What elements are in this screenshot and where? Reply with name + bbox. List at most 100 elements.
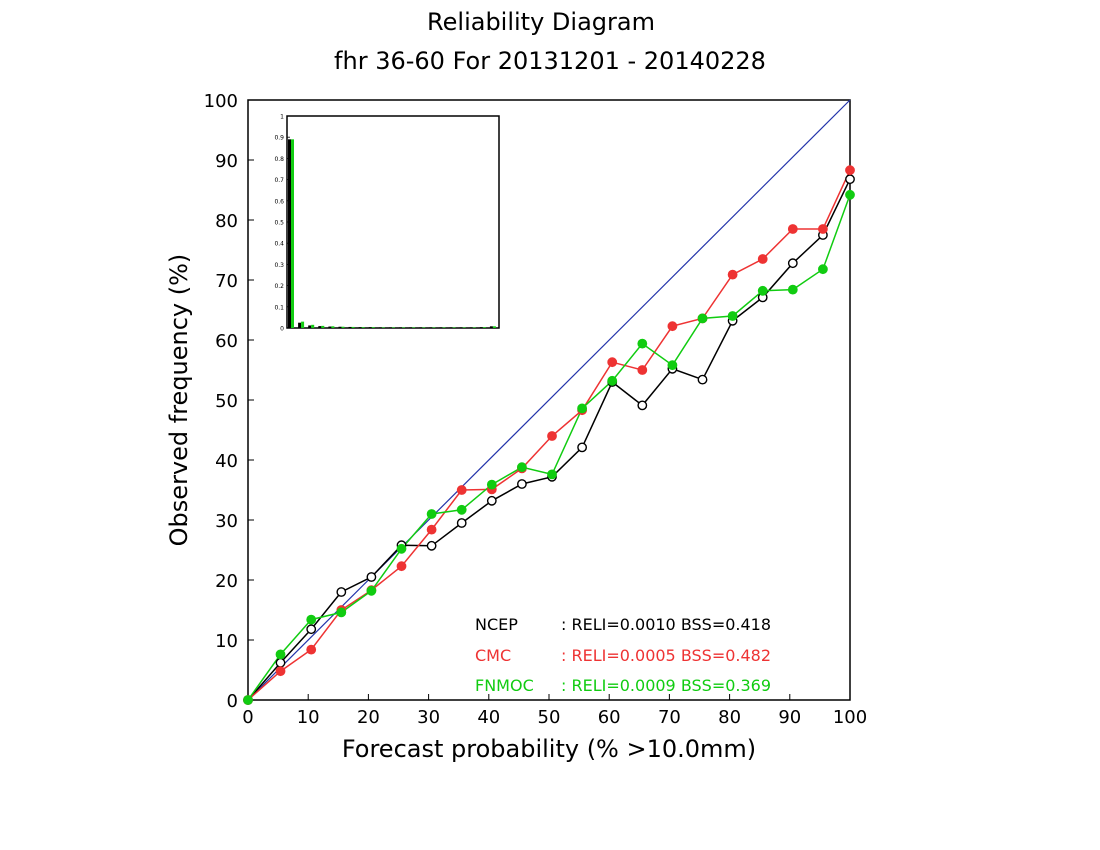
data-point-fnmoc	[787, 284, 798, 295]
data-point-fnmoc	[306, 614, 317, 625]
data-point-cmc	[757, 254, 768, 264]
inset-tick-label: 0.3	[274, 262, 284, 269]
x-axis-label: Forecast probability (% >10.0mm)	[342, 735, 756, 763]
inset-tick-label: 0	[280, 326, 284, 333]
data-point-fnmoc	[697, 313, 708, 324]
x-tick-label: 100	[833, 707, 867, 728]
data-point-fnmoc	[366, 585, 377, 596]
data-point-fnmoc	[275, 649, 286, 660]
y-tick-label: 100	[204, 91, 238, 112]
data-point-ncep	[577, 442, 588, 453]
legend: NCEP: RELI=0.0010 BSS=0.418 CMC: RELI=0.0…	[475, 615, 771, 695]
inset-tick-label: 0.9	[274, 135, 284, 142]
inset-tick-label: 0.6	[274, 198, 284, 205]
data-point-ncep	[486, 495, 497, 506]
y-tick-label: 0	[227, 691, 238, 712]
inset-bar-black	[459, 327, 463, 328]
data-point-fnmoc	[486, 479, 497, 490]
data-point-cmc	[306, 644, 317, 655]
data-point-fnmoc	[517, 462, 527, 473]
data-point-ncep	[275, 657, 286, 668]
data-point-ncep	[306, 624, 317, 635]
inset-tick-label: 0.1	[274, 304, 284, 311]
data-point-ncep	[787, 258, 798, 269]
data-point-fnmoc	[757, 285, 768, 296]
inset-bar-green	[492, 326, 496, 328]
data-point-fnmoc	[667, 360, 678, 371]
data-point-ncep	[456, 518, 467, 528]
data-point-fnmoc	[336, 607, 347, 618]
inset-bar-green	[291, 139, 294, 328]
data-point-cmc	[607, 357, 618, 368]
data-point-cmc	[818, 224, 828, 234]
data-point-fnmoc	[577, 403, 588, 414]
data-point-fnmoc	[727, 311, 738, 321]
y-tick-labels: 0 10 20 30 40 50 60 70 80 90 100	[204, 91, 254, 712]
inset-y-tick-labels: 0 0.1 0.2 0.3 0.4 0.5 0.6 0.7 0.8 0.9 1	[274, 114, 290, 333]
x-tick-label: 50	[538, 707, 561, 728]
inset-tick-label: 0.2	[274, 283, 284, 290]
data-point-fnmoc	[818, 264, 828, 275]
inset-bar-green	[462, 327, 466, 328]
data-point-cmc	[456, 485, 467, 495]
inset-bar-black	[358, 327, 362, 328]
inset-bar-black	[489, 326, 493, 328]
inset-tick-label: 0.4	[274, 241, 284, 248]
data-point-ncep	[637, 400, 648, 411]
inset-bars	[288, 139, 496, 328]
data-point-fnmoc	[456, 504, 467, 515]
data-point-cmc	[667, 321, 678, 332]
x-tick-label: 20	[357, 707, 380, 728]
data-point-cmc	[845, 165, 855, 176]
series-lines	[243, 165, 855, 705]
legend-stats-cmc: : RELI=0.0005 BSS=0.482	[561, 646, 771, 665]
x-tick-label: 60	[598, 707, 621, 728]
y-tick-label: 70	[215, 271, 238, 292]
legend-name-fnmoc: FNMOC	[475, 676, 534, 695]
inset-bar-green	[472, 327, 476, 328]
inset-bar-green	[331, 326, 335, 328]
legend-stats-ncep: : RELI=0.0010 BSS=0.418	[561, 615, 771, 634]
y-tick-label: 10	[215, 631, 238, 652]
data-point-ncep	[517, 479, 527, 489]
inset-bar-green	[311, 324, 315, 328]
data-point-ncep	[366, 572, 377, 582]
inset-bar-black	[388, 327, 392, 328]
inset-histogram: 0 0.1 0.2 0.3 0.4 0.5 0.6 0.7 0.8 0.9 1	[274, 114, 500, 333]
inset-bar-black	[439, 327, 443, 328]
y-tick-label: 40	[215, 451, 238, 472]
y-tick-label: 20	[215, 571, 238, 592]
data-point-fnmoc	[547, 469, 557, 480]
chart-subtitle: fhr 36-60 For 20131201 - 20140228	[334, 47, 766, 75]
data-point-fnmoc	[243, 695, 253, 705]
x-tick-labels: 0 10 20 30 40 50 60 70 80 90 100	[242, 694, 867, 728]
data-point-ncep	[697, 374, 708, 385]
inset-bar-black	[409, 327, 413, 328]
inset-bar-green	[361, 327, 365, 328]
inset-bar-green	[432, 327, 436, 328]
inset-bar-green	[452, 327, 456, 328]
data-point-ncep	[336, 587, 347, 597]
inset-tick-label: 0.7	[274, 177, 284, 184]
inset-bar-green	[402, 327, 406, 328]
y-tick-label: 30	[215, 511, 238, 532]
inset-bar-black	[469, 327, 473, 328]
inset-bar-black	[449, 327, 453, 328]
data-point-fnmoc	[607, 375, 618, 386]
x-tick-label: 80	[718, 707, 741, 728]
inset-bar-green	[412, 327, 416, 328]
inset-bar-black	[318, 326, 322, 328]
inset-bar-black	[479, 327, 483, 328]
inset-bar-black	[429, 327, 433, 328]
inset-bar-green	[422, 327, 426, 328]
data-point-ncep	[845, 174, 855, 185]
legend-name-cmc: CMC	[475, 646, 511, 665]
inset-bar-green	[301, 321, 305, 328]
y-tick-label: 50	[215, 391, 238, 412]
data-point-cmc	[426, 524, 437, 535]
perfect-reliability-line	[247, 99, 851, 701]
inset-bar-black	[328, 326, 332, 328]
inset-bar-green	[341, 326, 345, 328]
y-axis-label: Observed frequency (%)	[165, 254, 193, 547]
